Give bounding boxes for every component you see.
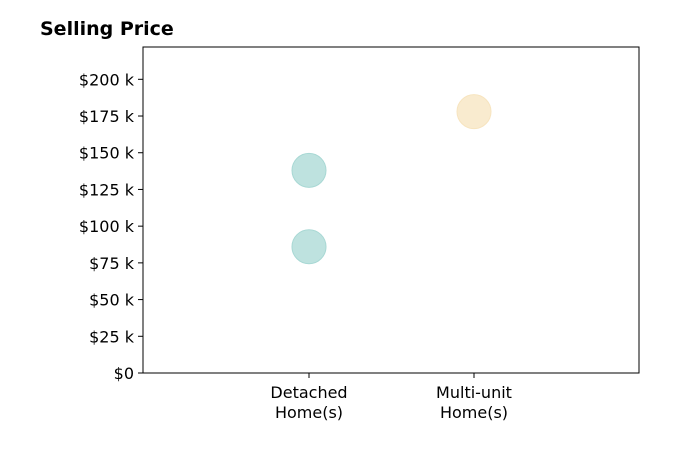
chart-title: Selling Price [40, 18, 174, 40]
y-tick-label: $0 [114, 364, 134, 383]
data-point [456, 94, 492, 130]
y-tick-label: $200 k [79, 70, 135, 89]
data-points [291, 94, 492, 265]
y-tick-label: $150 k [79, 144, 135, 163]
y-tick-label: $75 k [89, 254, 135, 273]
x-tick-label: Detached Home(s) [270, 383, 347, 422]
data-point [291, 229, 327, 265]
plot-frame [142, 46, 640, 374]
y-tick-label: $25 k [89, 327, 135, 346]
y-tick-label: $100 k [79, 217, 135, 236]
y-tick-label: $50 k [89, 291, 135, 310]
y-tick-label: $175 k [79, 107, 135, 126]
x-axis: Detached Home(s) Multi-unit Home(s) [270, 373, 512, 422]
y-axis: $0 $25 k $50 k $75 k $100 k $125 k $150 k $175 … [79, 70, 143, 383]
data-point [291, 152, 327, 188]
y-tick-label: $125 k [79, 180, 135, 199]
x-tick-label: Multi-unit Home(s) [436, 383, 512, 422]
